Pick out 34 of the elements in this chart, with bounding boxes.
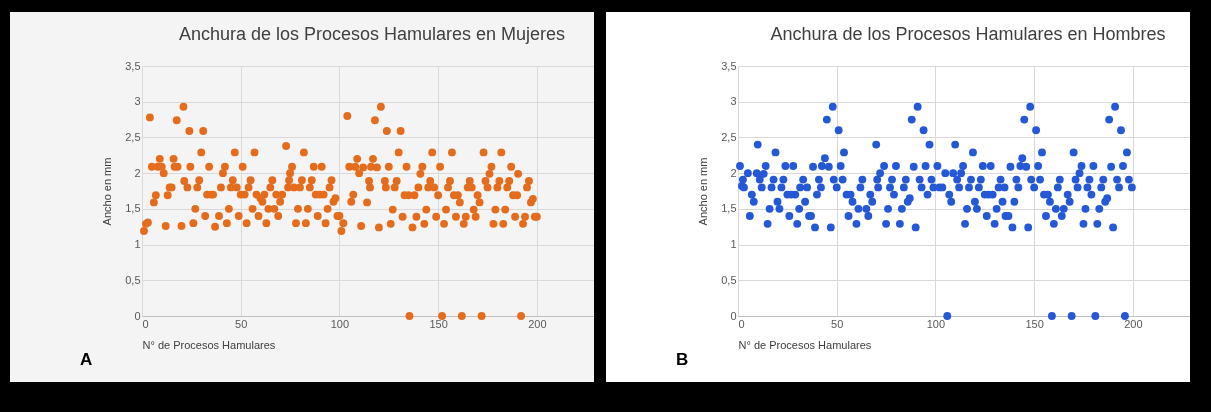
y-tick-label: 3,5 bbox=[721, 59, 737, 72]
y-tick-label: 3 bbox=[730, 95, 737, 108]
x-tick-label: 100 bbox=[330, 317, 350, 330]
y-tick-label: 1 bbox=[134, 238, 141, 251]
text: B bbox=[676, 350, 689, 369]
chart-title: Anchura de los Procesos Hamulares en Mujeres bbox=[178, 24, 566, 44]
x-tick-label: 0 bbox=[738, 317, 745, 330]
x-tick-label: 100 bbox=[926, 317, 946, 330]
chart-title: Anchura de los Procesos Hamulares en Hombres bbox=[770, 24, 1166, 44]
y-axis-title: Ancho en mm bbox=[697, 157, 710, 226]
x-tick-label: 200 bbox=[1124, 317, 1143, 330]
y-tick-label: 1 bbox=[730, 238, 737, 251]
x-axis-title: N° de Procesos Hamulares bbox=[142, 338, 276, 351]
y-tick-label: 2 bbox=[730, 166, 737, 179]
x-tick-label: 50 bbox=[235, 317, 248, 330]
x-tick-label: 200 bbox=[528, 317, 547, 330]
y-tick-label: 0 bbox=[730, 309, 737, 322]
text: A bbox=[80, 350, 93, 369]
y-tick-label: 0 bbox=[134, 309, 141, 322]
x-tick-label: 50 bbox=[831, 317, 844, 330]
x-tick-label: 150 bbox=[429, 317, 448, 330]
y-tick-label: 0,5 bbox=[125, 273, 141, 286]
y-tick-label: 0,5 bbox=[721, 273, 737, 286]
y-tick-label: 2,5 bbox=[125, 130, 141, 143]
y-tick-label: 2 bbox=[134, 166, 141, 179]
x-tick-label: 0 bbox=[142, 317, 149, 330]
y-tick-label: 1,5 bbox=[125, 202, 141, 215]
y-axis-title: Ancho en mm bbox=[101, 157, 114, 226]
y-tick-label: 2,5 bbox=[721, 130, 737, 143]
y-tick-label: 3,5 bbox=[125, 59, 141, 72]
x-axis-title: N° de Procesos Hamulares bbox=[738, 338, 872, 351]
x-tick-label: 150 bbox=[1025, 317, 1044, 330]
y-tick-label: 3 bbox=[134, 95, 141, 108]
y-tick-label: 1,5 bbox=[721, 202, 737, 215]
